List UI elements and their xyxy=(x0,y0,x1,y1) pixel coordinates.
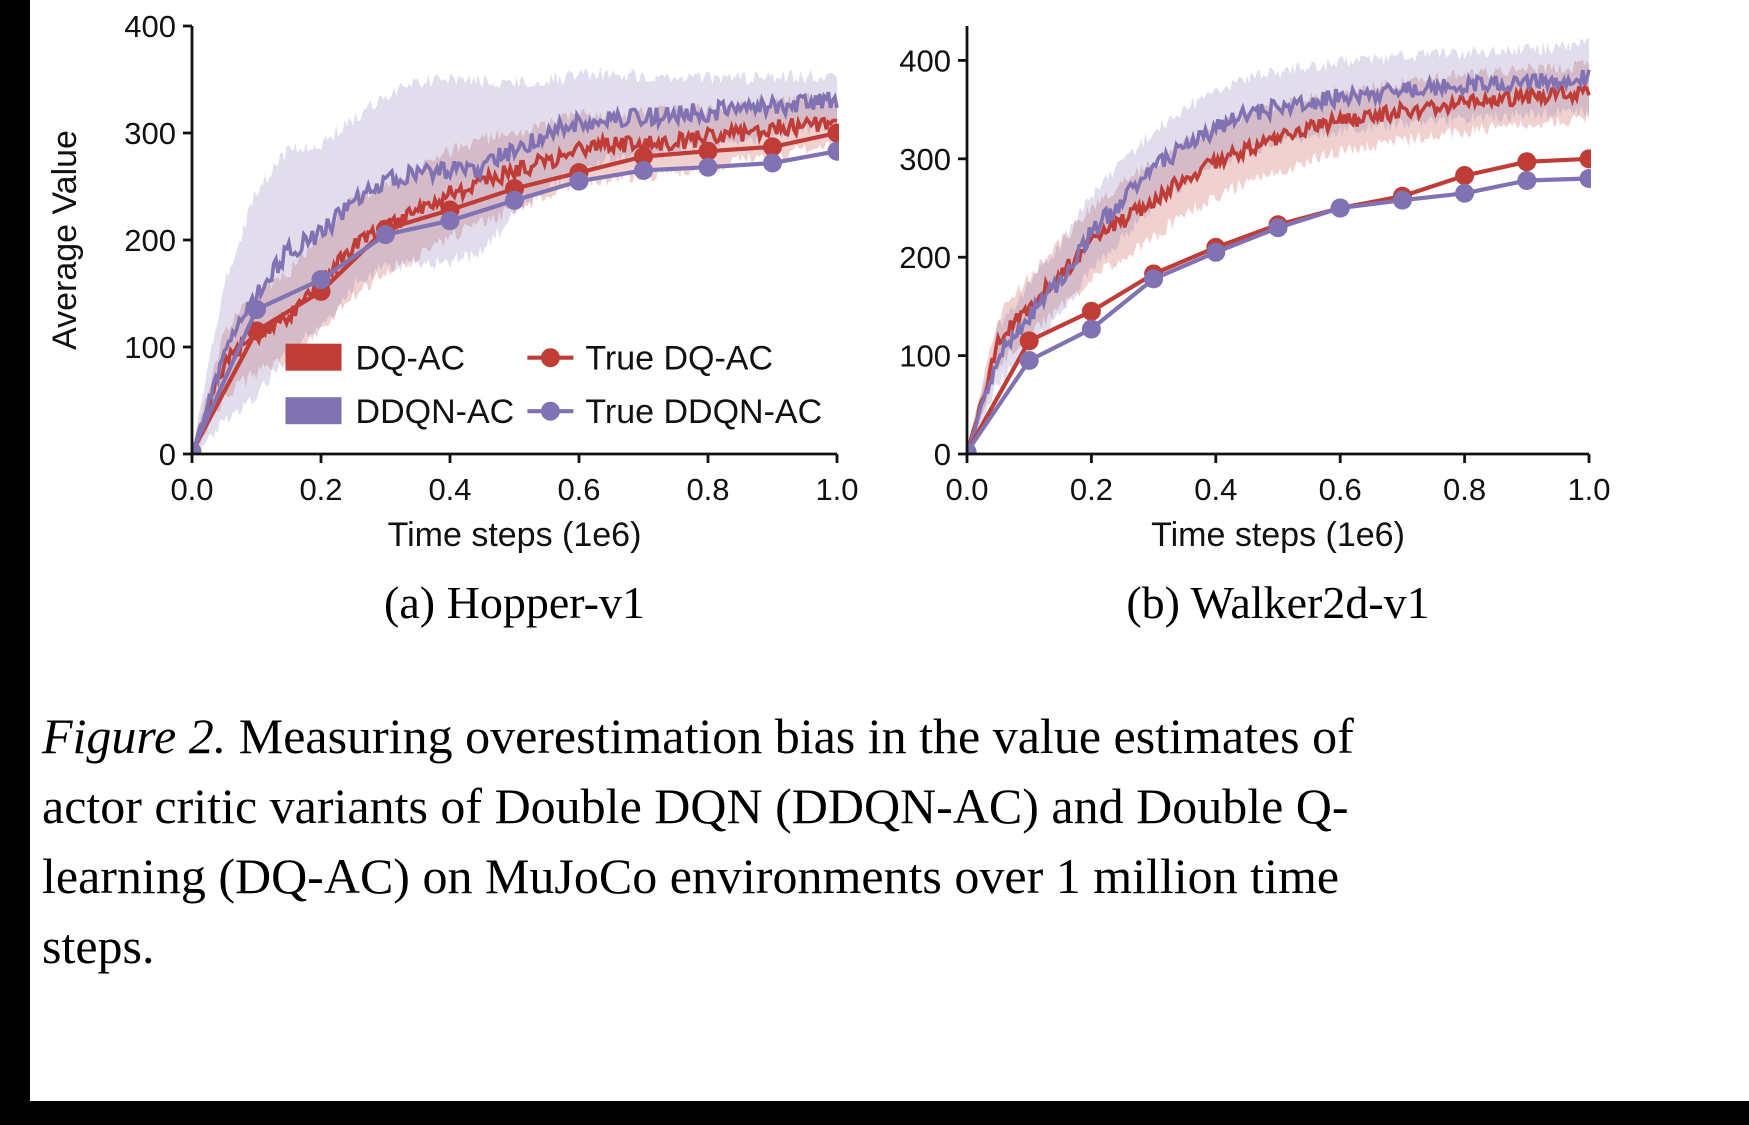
legend-swatch-ddqn-ac xyxy=(285,397,342,425)
legend-label-true-dq-ac: True DQ-AC xyxy=(585,340,773,378)
x-tick-label: 0.2 xyxy=(299,472,342,507)
y-tick-label: 100 xyxy=(124,330,176,365)
ddqn-ac-line xyxy=(192,91,839,455)
figure-caption-line3: learning (DQ-AC) on MuJoCo environments … xyxy=(42,848,1340,904)
walker-chart-block: 0.0 0.2 0.4 0.6 0.8 1.0 0 100 200 300 400 Time step… xyxy=(872,10,1617,629)
x-tick-label: 0.4 xyxy=(1194,472,1237,507)
x-axis-label: Time steps (1e6) xyxy=(1151,516,1405,554)
y-tick-label: 300 xyxy=(124,116,176,151)
ddqn-ac-band xyxy=(192,66,837,455)
x-tick-label: 0.8 xyxy=(1443,472,1486,507)
y-axis-label: Average Value xyxy=(46,130,84,350)
figure-caption-label: Figure 2. xyxy=(42,708,227,764)
figure-caption: Figure 2. Measuring overestimation bias … xyxy=(42,701,1731,981)
legend-label-dq-ac: DQ-AC xyxy=(356,340,466,378)
charts-row: 0.0 0.2 0.4 0.6 0.8 1.0 0 100 200 300 400 Time step… xyxy=(42,10,1731,629)
x-tick-label: 1.0 xyxy=(815,472,858,507)
y-tick-label: 0 xyxy=(934,437,951,472)
x-tick-label: 0.6 xyxy=(1319,472,1362,507)
true-ddqn-ac-series xyxy=(192,141,839,455)
x-tick-label: 0.4 xyxy=(428,472,471,507)
legend-marker-true-ddqn-ac xyxy=(540,401,560,421)
left-black-bar xyxy=(0,0,30,1125)
walker-chart: 0.0 0.2 0.4 0.6 0.8 1.0 0 100 200 300 400 Time step… xyxy=(899,26,1611,554)
hopper-chart-block: 0.0 0.2 0.4 0.6 0.8 1.0 0 100 200 300 400 Time step… xyxy=(42,10,862,629)
figure-caption-line4: steps. xyxy=(42,918,155,974)
x-tick-label: 0.2 xyxy=(1070,472,1113,507)
x-axis-label: Time steps (1e6) xyxy=(388,516,642,554)
axes: 0.0 0.2 0.4 0.6 0.8 1.0 0 100 200 300 400 xyxy=(899,26,1611,507)
legend-marker-true-dq-ac xyxy=(540,348,560,368)
axes: 0.0 0.2 0.4 0.6 0.8 1.0 0 100 200 300 400 xyxy=(124,10,858,507)
x-tick-label: 0.0 xyxy=(945,472,988,507)
dq-ac-line xyxy=(192,115,838,455)
figure-caption-line2: actor critic variants of Double DQN (DDQ… xyxy=(42,778,1349,834)
legend-swatch-dq-ac xyxy=(285,343,342,371)
figure-content: 0.0 0.2 0.4 0.6 0.8 1.0 0 100 200 300 400 Time step… xyxy=(42,10,1731,981)
legend-label-ddqn-ac: DDQN-AC xyxy=(356,393,515,431)
x-tick-label: 0.0 xyxy=(170,472,213,507)
ddqn-ac-line xyxy=(967,69,1591,455)
y-tick-label: 200 xyxy=(124,223,176,258)
y-tick-label: 400 xyxy=(124,10,176,44)
y-tick-label: 0 xyxy=(159,437,176,472)
true-ddqn-ac-series xyxy=(967,169,1591,455)
x-tick-label: 1.0 xyxy=(1567,472,1610,507)
legend: DQ-AC DDQN-AC True DQ-AC True DDQN-AC xyxy=(285,340,822,431)
x-tick-label: 0.6 xyxy=(557,472,600,507)
y-tick-label: 100 xyxy=(899,339,951,374)
series-layer xyxy=(192,66,839,455)
figure-caption-line1-text: Measuring overestimation bias in the val… xyxy=(226,708,1354,764)
y-tick-label: 200 xyxy=(899,240,951,275)
y-tick-label: 300 xyxy=(899,142,951,177)
dq-ac-line xyxy=(967,83,1591,455)
legend-label-true-ddqn-ac: True DDQN-AC xyxy=(585,393,822,431)
x-tick-label: 0.8 xyxy=(686,472,729,507)
bottom-black-bar xyxy=(0,1101,1749,1125)
subcaption-walker: (b) Walker2d-v1 xyxy=(1126,577,1430,628)
subcaption-hopper: (a) Hopper-v1 xyxy=(384,577,645,628)
y-tick-label: 400 xyxy=(899,43,951,78)
figure-caption-line1: Figure 2. Measuring overestimation bias … xyxy=(42,701,1701,771)
hopper-chart: 0.0 0.2 0.4 0.6 0.8 1.0 0 100 200 300 400 Time step… xyxy=(46,10,859,554)
series-layer xyxy=(967,38,1591,455)
